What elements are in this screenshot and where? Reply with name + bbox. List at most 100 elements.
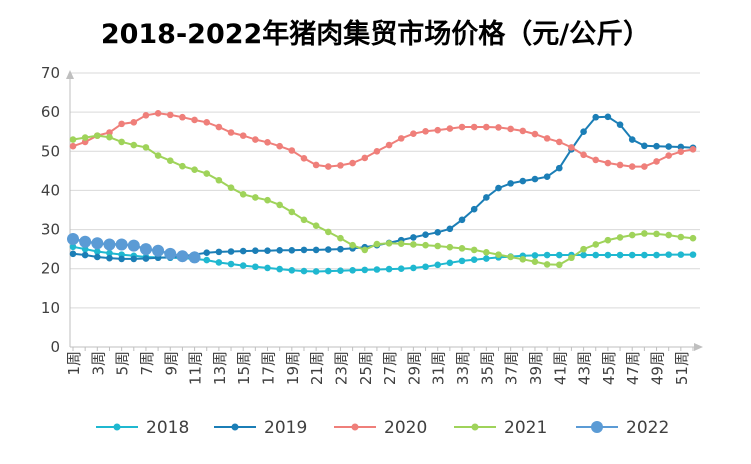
data-point-2018 bbox=[276, 265, 283, 273]
data-point-2021 bbox=[312, 222, 320, 229]
data-point-2020 bbox=[495, 124, 502, 131]
data-point-2021 bbox=[288, 208, 296, 216]
data-point-2021 bbox=[555, 261, 563, 269]
series-2021 bbox=[69, 132, 697, 269]
data-point-2020 bbox=[106, 129, 113, 136]
data-point-2019 bbox=[94, 253, 101, 261]
data-point-2018 bbox=[531, 252, 539, 259]
data-point-2019 bbox=[653, 142, 660, 150]
data-point-2021 bbox=[689, 234, 697, 242]
data-point-2020 bbox=[483, 123, 490, 131]
data-point-2021 bbox=[373, 240, 381, 248]
data-point-2021 bbox=[349, 241, 356, 249]
data-point-2019 bbox=[142, 255, 150, 262]
data-point-2021 bbox=[142, 144, 150, 151]
data-point-2019 bbox=[422, 231, 429, 238]
legend-label: 2020 bbox=[384, 418, 427, 438]
x-tick-label: 41周 bbox=[551, 351, 569, 385]
data-point-2021 bbox=[239, 191, 247, 198]
data-point-2019 bbox=[337, 245, 344, 253]
data-point-2020 bbox=[689, 146, 697, 153]
data-point-2018 bbox=[543, 251, 551, 259]
y-tick-label: 60 bbox=[41, 103, 60, 121]
data-point-2020 bbox=[142, 111, 150, 119]
data-point-2018 bbox=[397, 265, 405, 273]
data-point-2018 bbox=[69, 243, 77, 251]
data-point-2020 bbox=[312, 161, 320, 169]
data-point-2020 bbox=[616, 161, 624, 169]
y-tick-label: 30 bbox=[41, 221, 60, 239]
data-point-2020 bbox=[410, 130, 417, 137]
data-point-2021 bbox=[641, 230, 648, 237]
x-tick-label: 29周 bbox=[405, 351, 423, 385]
data-point-2021 bbox=[495, 251, 502, 258]
data-point-2020 bbox=[288, 147, 296, 154]
legend-item-2018: 2018 bbox=[96, 418, 189, 438]
data-point-2018 bbox=[203, 256, 211, 264]
x-tick-label: 49周 bbox=[649, 351, 667, 385]
data-point-2021 bbox=[337, 234, 344, 242]
legend-label: 2019 bbox=[264, 418, 307, 438]
data-point-2019 bbox=[227, 248, 235, 255]
data-point-2018 bbox=[373, 266, 381, 273]
data-point-2019 bbox=[239, 247, 247, 255]
data-point-2021 bbox=[543, 261, 551, 268]
data-point-2019 bbox=[410, 234, 417, 241]
data-point-2019 bbox=[507, 180, 514, 187]
data-point-2021 bbox=[191, 166, 198, 173]
data-point-2018 bbox=[422, 263, 429, 271]
data-point-2018 bbox=[604, 251, 612, 259]
data-point-2019 bbox=[300, 246, 308, 254]
data-point-2018 bbox=[81, 245, 89, 253]
data-point-2018 bbox=[385, 265, 393, 273]
x-tick-label: 37周 bbox=[503, 351, 521, 385]
data-point-2020 bbox=[568, 144, 575, 151]
series-2020 bbox=[69, 110, 697, 170]
data-point-2018 bbox=[324, 267, 332, 275]
x-tick-label: 21周 bbox=[308, 351, 326, 385]
data-point-2018 bbox=[106, 249, 113, 257]
data-point-2021 bbox=[592, 241, 600, 248]
data-point-2020 bbox=[264, 138, 271, 146]
data-point-2019 bbox=[531, 175, 539, 183]
data-point-2020 bbox=[361, 154, 369, 162]
legend-item-2021: 2021 bbox=[454, 418, 547, 438]
data-point-2018 bbox=[653, 251, 660, 259]
data-point-2021 bbox=[130, 141, 138, 149]
data-point-2021 bbox=[483, 248, 490, 256]
data-point-2018 bbox=[312, 268, 320, 275]
data-point-2021 bbox=[252, 194, 259, 201]
data-point-2018 bbox=[252, 263, 259, 271]
data-point-2022 bbox=[79, 235, 92, 248]
data-point-2019 bbox=[604, 113, 612, 121]
data-point-2021 bbox=[580, 245, 587, 253]
data-point-2019 bbox=[470, 205, 478, 213]
data-point-2019 bbox=[592, 113, 600, 121]
data-point-2022 bbox=[164, 247, 177, 260]
series-line-2021 bbox=[72, 134, 694, 266]
legend-label: 2018 bbox=[146, 418, 189, 438]
legend-marker bbox=[113, 423, 121, 431]
chart-title: 2018-2022年猪肉集贸市场价格（元/公斤） bbox=[100, 19, 651, 50]
data-point-2020 bbox=[179, 113, 186, 121]
data-point-2020 bbox=[215, 123, 223, 131]
data-point-2019 bbox=[519, 177, 527, 185]
x-tick-label: 11周 bbox=[187, 351, 205, 385]
data-point-2019 bbox=[543, 173, 551, 181]
data-point-2021 bbox=[203, 170, 211, 177]
data-point-2020 bbox=[276, 142, 283, 150]
data-point-2020 bbox=[130, 119, 138, 126]
data-point-2018 bbox=[434, 261, 442, 269]
data-point-2020 bbox=[592, 156, 600, 164]
data-point-2020 bbox=[422, 128, 429, 135]
data-point-2018 bbox=[239, 262, 247, 269]
data-point-2018 bbox=[215, 259, 223, 266]
data-point-2018 bbox=[349, 266, 356, 274]
data-point-2019 bbox=[677, 143, 685, 151]
legend-marker bbox=[231, 423, 239, 431]
data-point-2020 bbox=[69, 142, 77, 150]
x-tick-label: 7周 bbox=[138, 351, 156, 376]
y-tick-label: 20 bbox=[41, 260, 60, 278]
data-point-2020 bbox=[531, 130, 539, 138]
x-tick-label: 9周 bbox=[162, 351, 180, 376]
